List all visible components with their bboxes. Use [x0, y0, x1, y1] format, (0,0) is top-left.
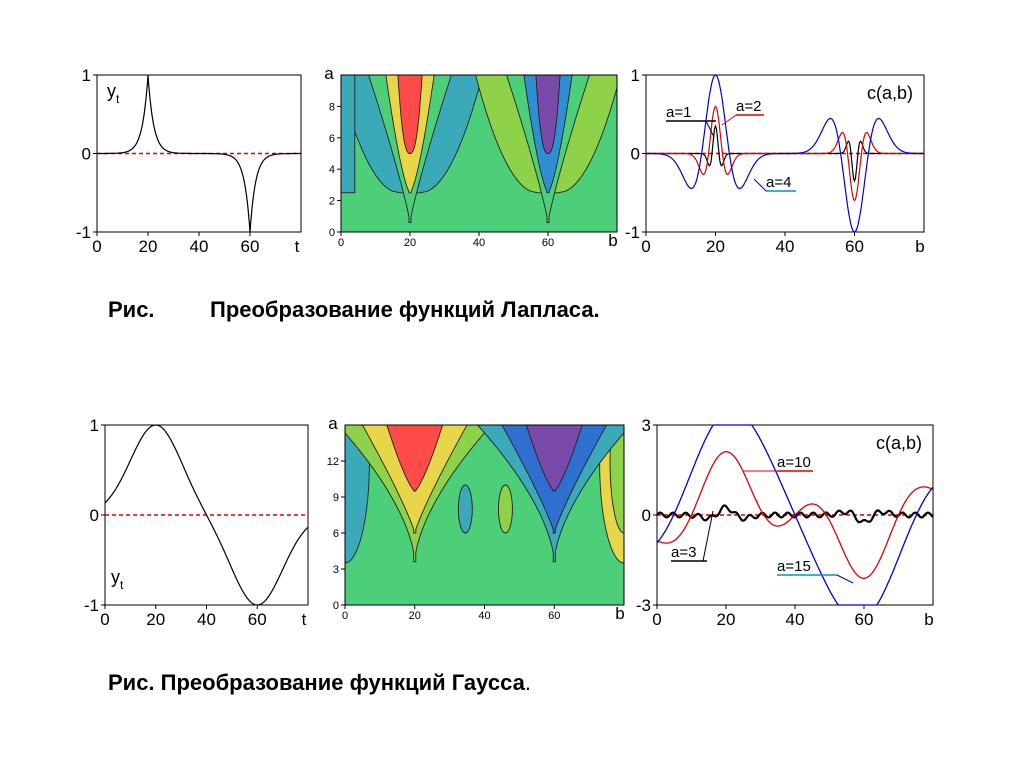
x-tick-label: 40 [473, 237, 485, 249]
y-tick-label: -3 [636, 596, 651, 615]
x-axis-label: b [608, 231, 617, 250]
y-tick-label: 0 [631, 145, 640, 164]
x-tick-label: 40 [190, 237, 209, 256]
signal-line [97, 74, 301, 233]
series-line-3 [656, 424, 934, 606]
y-axis-label: a [328, 414, 338, 433]
y-axis-label: a [324, 64, 334, 83]
caption-laplace-prefix: Рис. [108, 297, 155, 322]
x-tick-label: 0 [92, 237, 101, 256]
y-tick-label: 1 [631, 66, 640, 85]
contour-pos-level-3 [397, 75, 423, 154]
y-tick-label: 2 [329, 196, 335, 208]
x-tick-label: 20 [146, 610, 165, 629]
y-tick-label: 3 [333, 564, 339, 576]
chart-title: c(a,b) [876, 433, 922, 453]
x-tick-label: 40 [478, 610, 490, 622]
series-label-3: a=15 [777, 558, 811, 575]
series-label: yt [111, 567, 124, 592]
leader-line-1 [705, 120, 715, 138]
y-tick-label: 9 [333, 492, 339, 504]
series-label-1: a=3 [671, 544, 696, 561]
x-tick-label: 60 [248, 610, 267, 629]
leader-line-2 [721, 114, 737, 126]
series-label-sub: t [120, 578, 124, 592]
contour-island-pos [497, 484, 513, 534]
y-tick-label: 0 [333, 600, 339, 612]
y-tick-label: 8 [329, 101, 335, 113]
caption-gauss-period: . [525, 670, 531, 695]
x-axis-label: t [302, 610, 307, 629]
contour-neg-level-3 [525, 425, 583, 492]
y-tick-label: 0 [329, 227, 335, 239]
x-tick-label: 20 [706, 237, 725, 256]
laplace-contour-plot: 0 20 40 60 0 2 4 6 8 b a [324, 64, 617, 250]
y-tick-label: 1 [82, 66, 91, 85]
y-tick-label: 0 [642, 506, 651, 525]
gauss-contour-plot: 0 20 40 60 0 3 6 9 12 b a [327, 414, 625, 623]
series-line-3 [646, 74, 924, 233]
x-tick-label: 0 [100, 610, 109, 629]
leader-line-1 [702, 510, 714, 562]
contour-neg-level-3 [535, 75, 561, 154]
x-tick-label: 0 [641, 237, 650, 256]
x-tick-label: 60 [542, 237, 554, 249]
x-tick-label: 60 [855, 610, 874, 629]
x-tick-label: 0 [652, 610, 661, 629]
series-line-1 [656, 504, 934, 524]
y-tick-label: 6 [329, 133, 335, 145]
x-tick-label: 0 [338, 237, 344, 249]
y-tick-label: -1 [76, 223, 91, 242]
contour-body [341, 75, 617, 232]
y-tick-label: 1 [90, 416, 99, 435]
y-tick-label: -1 [625, 223, 640, 242]
y-tick-label: 6 [333, 528, 339, 540]
series-label-3: a=4 [766, 174, 791, 191]
y-tick-label: -1 [84, 596, 99, 615]
x-tick-label: 20 [404, 237, 416, 249]
signal-line [104, 424, 309, 606]
y-tick-label: 0 [82, 145, 91, 164]
x-axis-label: b [915, 237, 924, 256]
x-tick-label: 0 [342, 610, 348, 622]
x-tick-label: 40 [786, 610, 805, 629]
series-label-2: a=10 [777, 454, 811, 471]
x-axis-label: t [295, 237, 300, 256]
x-tick-label: 60 [241, 237, 260, 256]
series-label-1: a=1 [666, 104, 691, 121]
caption-gauss-text: Рис. Преобразование функций Гаусса. [108, 670, 531, 695]
caption-laplace-text: Преобразование функций Лапласа. [210, 297, 600, 322]
contour-edge-left [341, 75, 356, 194]
contour-pos-level-3 [386, 425, 444, 492]
series-label: yt [107, 81, 120, 106]
leader-line-3 [753, 178, 767, 192]
chart-title: c(a,b) [867, 83, 913, 103]
x-tick-label: 60 [845, 237, 864, 256]
x-tick-label: 20 [717, 610, 736, 629]
x-tick-label: 60 [548, 610, 560, 622]
y-tick-label: 3 [642, 416, 651, 435]
caption-gauss-main: Рис. Преобразование функций Гаусса [108, 670, 526, 695]
y-tick-label: 12 [327, 456, 339, 468]
contour-island-neg [457, 484, 473, 534]
x-axis-label: b [615, 604, 624, 623]
y-tick-label: 0 [90, 506, 99, 525]
x-tick-label: 20 [139, 237, 158, 256]
x-tick-label: 20 [409, 610, 421, 622]
series-label-2: a=2 [736, 98, 761, 115]
y-tick-label: 4 [329, 164, 335, 176]
leader-line-3 [836, 574, 854, 584]
x-axis-label: b [924, 610, 933, 629]
x-tick-label: 40 [197, 610, 216, 629]
series-label-sub: t [116, 92, 120, 106]
contour-body [345, 425, 624, 605]
x-tick-label: 40 [776, 237, 795, 256]
